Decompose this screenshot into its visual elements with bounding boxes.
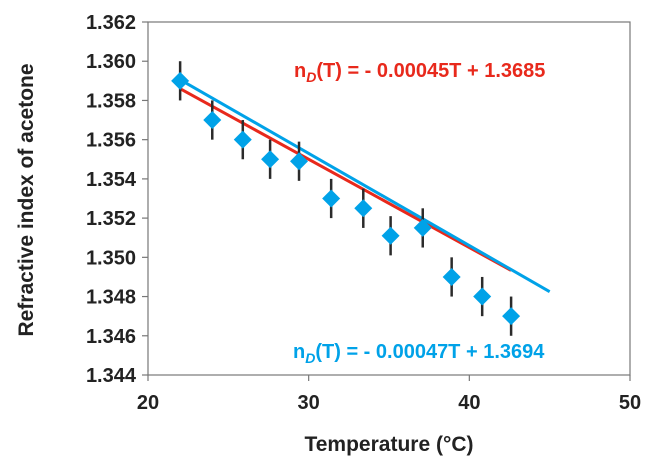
plot-frame — [147, 21, 631, 376]
x-tick-label: 30 — [298, 392, 320, 414]
data-point — [233, 130, 252, 149]
equation-red: nD(T) = - 0.00045T + 1.3685 — [294, 60, 545, 85]
data-point — [171, 71, 190, 90]
y-tick-label: 1.344 — [86, 365, 137, 387]
y-tick-label: 1.346 — [86, 326, 136, 348]
equation-red-n: n — [294, 60, 306, 82]
equation-blue: nD(T) = - 0.00047T + 1.3694 — [293, 341, 545, 366]
x-tick-label: 40 — [458, 392, 480, 414]
y-tick-label: 1.362 — [86, 12, 136, 34]
y-tick-label: 1.348 — [86, 287, 136, 309]
y-axis: 1.344 1.346 1.348 1.350 1.352 1.354 1.356 1.358… — [86, 12, 148, 387]
y-tick-label: 1.352 — [86, 208, 136, 230]
y-tick-label: 1.360 — [86, 51, 136, 73]
equation-blue-n: n — [293, 341, 305, 363]
data-point — [290, 152, 309, 171]
fit-lines — [179, 78, 551, 293]
x-tick-label: 20 — [137, 392, 159, 414]
y-tick-label: 1.358 — [86, 90, 136, 112]
equation-blue-sub: D — [305, 350, 315, 366]
plot-area — [147, 21, 631, 376]
x-axis: 20 30 40 50 — [137, 375, 641, 414]
data-point — [473, 287, 492, 306]
data-points — [171, 71, 521, 326]
error-bars — [178, 61, 513, 336]
fit-blue-line — [179, 78, 551, 293]
equation-blue-rest: (T) = - 0.00047T + 1.3694 — [315, 341, 545, 363]
x-axis-label: Temperature (°C) — [304, 433, 473, 456]
data-point — [381, 226, 400, 245]
data-point — [261, 150, 280, 169]
y-axis-label: Refractive index of acetone — [15, 63, 38, 336]
y-tick-label: 1.356 — [86, 130, 136, 152]
y-tick-label: 1.350 — [86, 247, 136, 269]
data-point — [413, 218, 432, 237]
y-tick-label: 1.354 — [86, 169, 137, 191]
data-point — [502, 307, 521, 326]
data-point — [203, 111, 222, 130]
data-point — [442, 267, 461, 286]
data-point — [322, 189, 341, 208]
equation-red-sub: D — [306, 69, 316, 85]
equation-red-rest: (T) = - 0.00045T + 1.3685 — [316, 60, 545, 82]
x-tick-label: 50 — [619, 392, 641, 414]
fit-red-line — [179, 87, 512, 272]
data-point — [354, 199, 373, 218]
